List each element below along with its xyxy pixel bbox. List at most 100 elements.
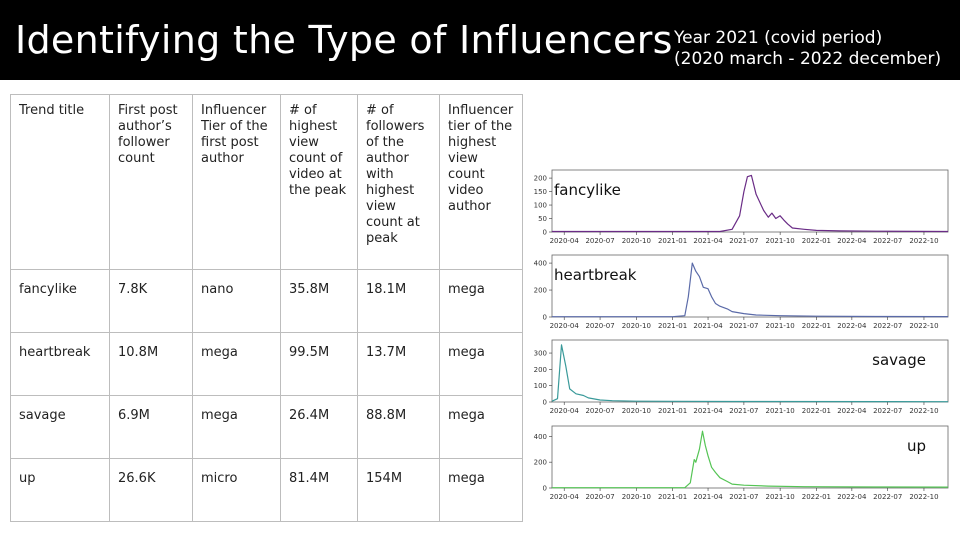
x-tick-label: 2022-10 [909,237,938,245]
x-tick-label: 2021-04 [693,322,723,330]
x-tick-label: 2021-07 [729,493,758,501]
chart-up: 0 200 400 2020-04 2020-07 2020-10 2021-01 2021-… [522,422,952,504]
header-first-post-tier: Influencer Tier of the first post author [192,94,281,270]
cell-peak-views: 35.8M [280,269,358,333]
series-label: up [907,437,926,455]
x-tick-label: 2020-07 [585,237,614,245]
cell-trend: heartbreak [10,332,110,396]
x-tick-label: 2021-01 [658,237,687,245]
cell-top-followers: 18.1M [357,269,440,333]
x-tick-label: 2022-10 [909,407,938,415]
x-tick-label: 2022-04 [837,493,867,501]
header-top-author-followers: # of followers of the author with highes… [357,94,440,270]
series-line-savage [551,344,949,403]
cell-first-follower-count: 26.6K [109,458,193,522]
cell-peak-views: 81.4M [280,458,358,522]
x-tick-label: 2022-04 [837,407,867,415]
y-tick-label: 0 [543,229,547,237]
cell-first-follower-count: 6.9M [109,395,193,459]
x-tick-label: 2020-07 [585,407,614,415]
table-header-row: Trend title First post author’s follower… [10,94,523,270]
plot-area [551,169,949,233]
cell-peak-views: 26.4M [280,395,358,459]
series-line-fancylike [552,174,949,233]
y-tick-label: 200 [534,287,547,295]
header-top-author-tier: Influencer tier of the highest view coun… [439,94,523,270]
slide-title: Identifying the Type of Influencers [15,18,673,62]
y-tick-label: 300 [534,350,547,358]
x-tick-label: 2021-07 [729,322,758,330]
x-tick-label: 2020-04 [550,493,580,501]
series-label: savage [872,351,926,369]
x-tick-label: 2021-10 [766,493,795,501]
header-first-post-follower-count: First post author’s follower count [109,94,193,270]
x-tick-label: 2020-10 [622,407,651,415]
chart-svg: 0 100 200 300 2020-04 2020-07 2020-10 2021-01 20… [534,339,949,415]
y-tick-label: 400 [534,433,547,441]
influencer-table: Trend title First post author’s follower… [10,94,523,522]
x-tick-label: 2021-01 [658,322,687,330]
subtitle-line-2: (2020 march - 2022 december) [674,49,942,69]
series-label: fancylike [554,181,621,199]
x-tick-label: 2022-04 [837,237,867,245]
y-tick-label: 0 [543,485,547,493]
cell-top-tier: mega [439,332,523,396]
x-tick-label: 2020-10 [622,493,651,501]
y-tick-label: 200 [534,175,547,183]
cell-top-tier: mega [439,395,523,459]
chart-fancylike: 0 50 100 150 200 2020-04 2020-07 2020-10 2021-01… [522,166,952,248]
y-tick-label: 200 [534,366,547,374]
x-tick-label: 2022-01 [802,237,831,245]
y-tick-label: 50 [538,215,547,223]
x-tick-label: 2020-04 [550,407,580,415]
table-row: heartbreak 10.8M mega 99.5M 13.7M mega [10,332,523,396]
header-highest-view-count: # of highest view count of video at the … [280,94,358,270]
cell-trend: fancylike [10,269,110,333]
table-row: savage 6.9M mega 26.4M 88.8M mega [10,395,523,459]
x-tick-label: 2020-10 [622,237,651,245]
x-tick-label: 2020-04 [550,322,580,330]
x-tick-label: 2021-04 [693,237,723,245]
x-tick-label: 2022-04 [837,322,867,330]
header-trend-title: Trend title [10,94,110,270]
x-tick-label: 2022-01 [802,493,831,501]
cell-first-tier: mega [192,332,281,396]
plot-area [551,339,949,403]
y-tick-label: 100 [534,382,547,390]
series-label: heartbreak [554,266,637,284]
chart-svg: 0 50 100 150 200 2020-04 2020-07 2020-10 2021-01… [534,169,949,245]
plot-area [551,425,949,489]
cell-top-followers: 13.7M [357,332,440,396]
x-tick-label: 2022-10 [909,322,938,330]
table-row: fancylike 7.8K nano 35.8M 18.1M mega [10,269,523,333]
y-tick-label: 150 [534,188,547,196]
cell-first-follower-count: 10.8M [109,332,193,396]
cell-peak-views: 99.5M [280,332,358,396]
cell-first-tier: nano [192,269,281,333]
cell-top-followers: 88.8M [357,395,440,459]
x-tick-label: 2022-10 [909,493,938,501]
x-tick-label: 2021-04 [693,407,723,415]
x-tick-label: 2021-10 [766,407,795,415]
cell-trend: savage [10,395,110,459]
y-tick-label: 0 [543,314,547,322]
x-tick-label: 2022-07 [873,407,902,415]
x-tick-label: 2022-07 [873,237,902,245]
cell-top-followers: 154M [357,458,440,522]
x-tick-label: 2020-04 [550,237,580,245]
chart-heartbreak: 0 200 400 2020-04 2020-07 2020-10 2021-01 2021-… [522,251,952,333]
subtitle-line-1: Year 2021 (covid period) [674,28,883,48]
cell-first-tier: micro [192,458,281,522]
slide-subtitle: Year 2021 (covid period) (2020 march - 2… [674,28,941,70]
x-tick-label: 2020-07 [585,322,614,330]
x-tick-label: 2021-10 [766,322,795,330]
x-tick-label: 2021-07 [729,237,758,245]
x-tick-label: 2022-01 [802,407,831,415]
x-tick-label: 2021-10 [766,237,795,245]
cell-first-tier: mega [192,395,281,459]
table-row: up 26.6K micro 81.4M 154M mega [10,458,523,522]
chart-svg: 0 200 400 2020-04 2020-07 2020-10 2021-01 2021-… [534,254,949,330]
series-line-up [552,430,949,489]
chart-svg: 0 200 400 2020-04 2020-07 2020-10 2021-01 2021-… [534,425,949,501]
plot-area [551,254,949,318]
